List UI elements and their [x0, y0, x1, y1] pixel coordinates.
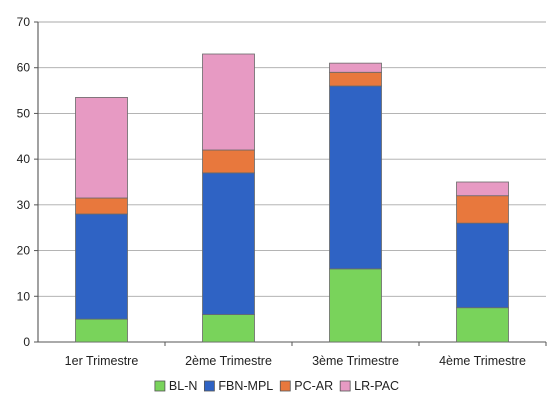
bar-segment-bl-n — [329, 268, 382, 343]
bar-segment-bl-n — [75, 318, 128, 343]
y-tick-label: 10 — [17, 289, 31, 303]
bar-segment-lr-pac — [75, 97, 128, 199]
bars — [75, 53, 509, 343]
legend-label: BL-N — [169, 379, 197, 393]
x-category-label: 3ème Trimestre — [312, 354, 399, 368]
bar-segment-pc-ar — [75, 197, 128, 215]
y-tick-label: 30 — [17, 198, 31, 212]
bar-segment-fbn-mpl — [456, 222, 509, 309]
bar-segment-lr-pac — [456, 181, 509, 197]
y-tick-label: 70 — [17, 15, 31, 29]
bar-segment-bl-n — [202, 314, 255, 343]
legend-swatch-lr-pac — [339, 380, 351, 392]
bar-segment-pc-ar — [202, 149, 255, 174]
legend-swatch-bl-n — [154, 380, 166, 392]
bar-segment-pc-ar — [329, 71, 382, 87]
bar-segment-lr-pac — [329, 62, 382, 73]
axes — [34, 21, 547, 346]
bar-segment-fbn-mpl — [202, 172, 255, 315]
x-category-label: 2ème Trimestre — [185, 354, 272, 368]
legend-swatch-fbn-mpl — [203, 380, 215, 392]
bar-segment-fbn-mpl — [329, 85, 382, 270]
bar-segment-lr-pac — [202, 53, 255, 151]
legend-label: PC-AR — [294, 379, 333, 393]
bar-segment-fbn-mpl — [75, 213, 128, 320]
y-tick-label: 50 — [17, 106, 31, 120]
x-category-label: 1er Trimestre — [65, 354, 139, 368]
legend-label: FBN-MPL — [218, 379, 273, 393]
y-tick-label: 40 — [17, 152, 31, 166]
y-tick-label: 60 — [17, 61, 31, 75]
x-category-label: 4ème Trimestre — [439, 354, 526, 368]
bar-segment-pc-ar — [456, 195, 509, 224]
bar-segment-bl-n — [456, 307, 509, 343]
y-tick-label: 0 — [23, 335, 30, 349]
y-tick-label: 20 — [17, 244, 31, 258]
legend-label: LR-PAC — [354, 379, 399, 393]
legend-swatch-pc-ar — [279, 380, 291, 392]
legend: BL-N FBN-MPL PC-AR LR-PAC — [154, 379, 399, 393]
axis-labels: 0 10 20 30 40 50 60 70 1er Trimestre 2ème Trimest… — [17, 15, 526, 368]
